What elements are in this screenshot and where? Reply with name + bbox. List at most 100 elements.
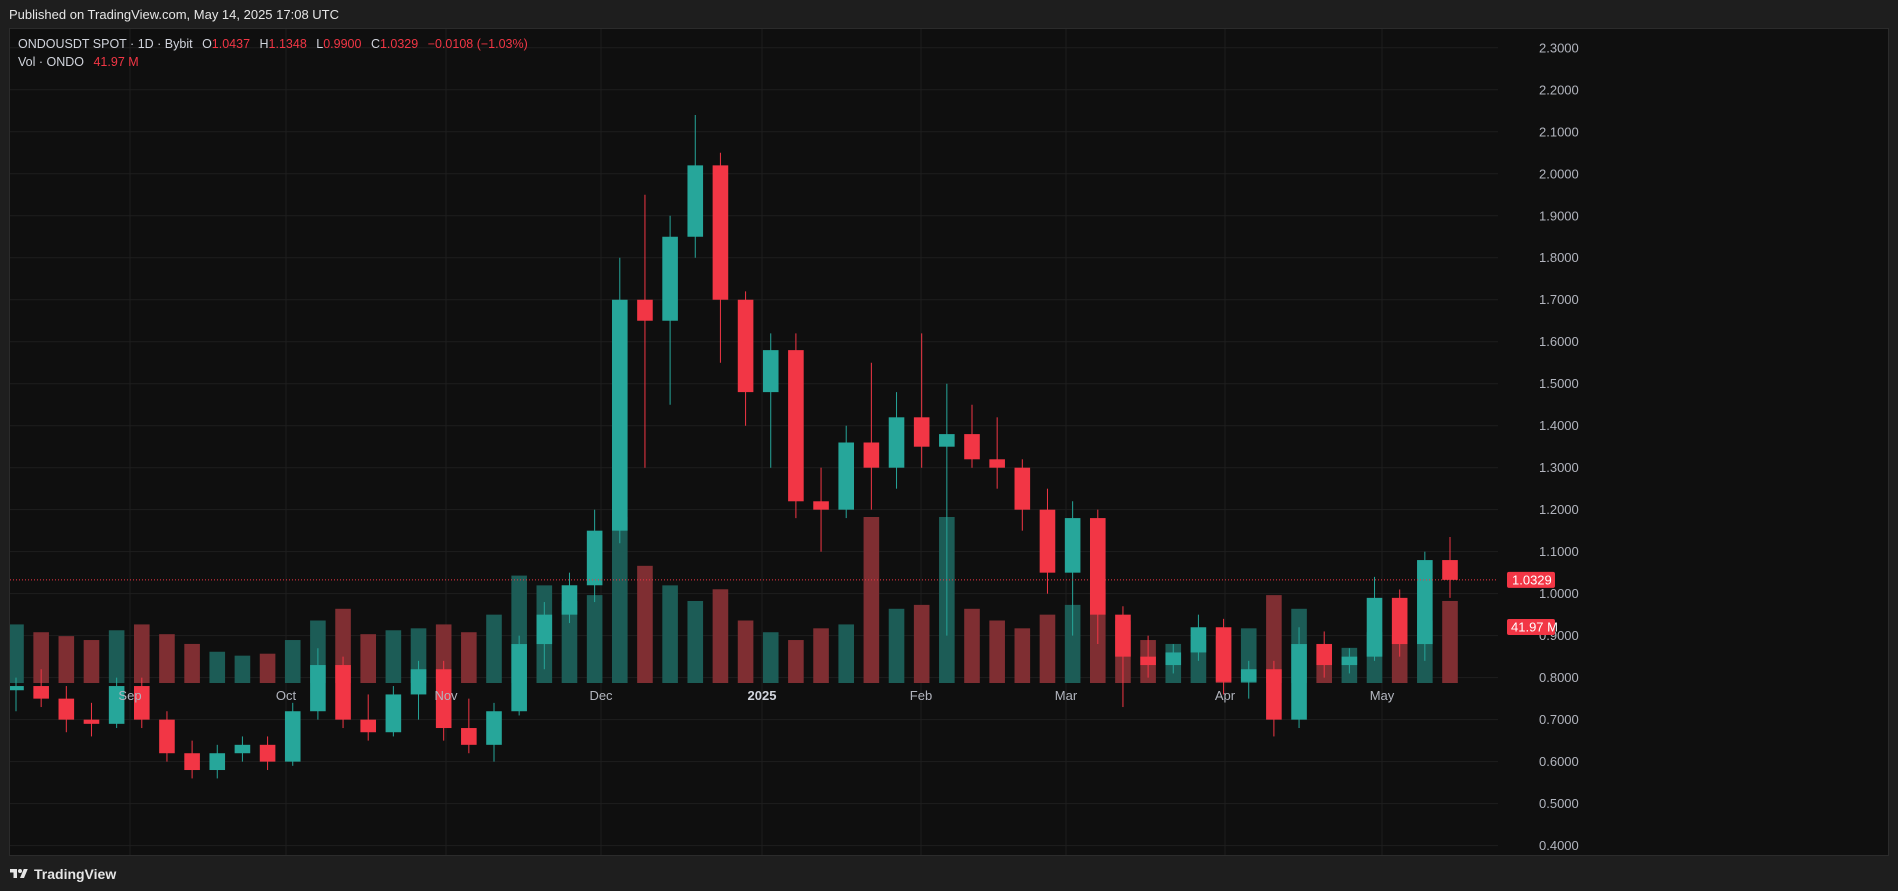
volume-bar <box>1442 600 1458 683</box>
candle-body[interactable] <box>1115 614 1131 657</box>
candle-body[interactable] <box>1391 597 1408 645</box>
price-tick-label: 2.0000 <box>1539 166 1579 181</box>
candle-body[interactable] <box>310 665 326 712</box>
candle-body[interactable] <box>586 530 603 586</box>
time-tick-label: Feb <box>910 688 932 703</box>
candle-body[interactable] <box>259 744 276 762</box>
candle-body[interactable] <box>486 711 502 745</box>
volume-bar <box>83 640 100 683</box>
volume-bar <box>611 517 628 683</box>
candle-body[interactable] <box>964 434 980 460</box>
volume-bar <box>913 604 930 683</box>
price-axis[interactable]: 0.40000.50000.60000.70000.80000.90001.00… <box>1539 40 1579 853</box>
candle-body[interactable] <box>234 744 251 754</box>
candle-body[interactable] <box>1316 644 1333 666</box>
candle-body[interactable] <box>1417 560 1433 645</box>
symbol-title[interactable]: ONDOUSDT SPOT · 1D · Bybit <box>18 37 193 51</box>
candle-body[interactable] <box>83 719 100 724</box>
candle-body[interactable] <box>662 236 678 321</box>
candle-body[interactable] <box>939 434 955 447</box>
candle-body[interactable] <box>385 694 402 733</box>
time-tick-label: Nov <box>434 688 458 703</box>
candles <box>10 114 1458 779</box>
candle-body[interactable] <box>1014 467 1031 510</box>
volume-bar <box>989 620 1005 683</box>
candle-body[interactable] <box>10 686 24 691</box>
candle-body[interactable] <box>863 442 880 468</box>
candle-body[interactable] <box>813 501 829 510</box>
candle-body[interactable] <box>209 753 226 771</box>
time-tick-label: Oct <box>276 688 297 703</box>
candle-body[interactable] <box>1039 509 1056 573</box>
time-tick-label: Mar <box>1055 688 1078 703</box>
candle-body[interactable] <box>1442 560 1458 580</box>
candle-body[interactable] <box>1366 597 1383 657</box>
candle-body[interactable] <box>159 719 175 754</box>
volume-bar <box>184 643 200 683</box>
volume-bar <box>712 589 729 683</box>
candle-body[interactable] <box>762 350 779 393</box>
candle-body[interactable] <box>335 665 351 720</box>
open-label: O <box>202 37 212 51</box>
candle-body[interactable] <box>133 686 150 720</box>
volume-bar <box>1064 604 1081 683</box>
candle-body[interactable] <box>1266 669 1282 720</box>
candle-body[interactable] <box>712 165 729 300</box>
last-volume-label: 41.97 M <box>1511 620 1558 635</box>
candlestick-chart[interactable]: 0.40000.50000.60000.70000.80000.90001.00… <box>10 29 1888 855</box>
change-value: −0.0108 (−1.03%) <box>427 37 528 51</box>
volume-bar <box>788 640 804 683</box>
candle-body[interactable] <box>913 417 930 447</box>
candle-body[interactable] <box>1240 669 1257 682</box>
price-tick-label: 0.7000 <box>1539 712 1579 727</box>
candle-body[interactable] <box>1341 656 1358 666</box>
footer-brand[interactable]: TradingView <box>9 864 116 884</box>
candle-body[interactable] <box>637 299 653 321</box>
grid-lines <box>10 29 1498 855</box>
price-tick-label: 1.4000 <box>1539 418 1579 433</box>
volume-bar <box>385 630 402 683</box>
candle-body[interactable] <box>511 644 527 712</box>
candle-body[interactable] <box>1140 656 1156 666</box>
price-tick-label: 0.6000 <box>1539 754 1579 769</box>
candle-body[interactable] <box>184 753 200 771</box>
candle-body[interactable] <box>58 698 75 720</box>
volume-label[interactable]: Vol · ONDO <box>18 55 84 69</box>
candle-body[interactable] <box>536 614 553 645</box>
candle-body[interactable] <box>838 442 855 510</box>
candle-body[interactable] <box>1165 652 1182 666</box>
high-label: H <box>259 37 269 51</box>
price-tick-label: 1.1000 <box>1539 544 1579 559</box>
candle-body[interactable] <box>461 728 477 745</box>
low-label: L <box>316 37 324 51</box>
volume-bar <box>737 620 754 683</box>
volume-bar <box>108 630 125 683</box>
candle-body[interactable] <box>1089 518 1106 615</box>
candle-body[interactable] <box>1190 627 1207 653</box>
candle-body[interactable] <box>1064 518 1081 573</box>
price-tick-label: 0.4000 <box>1539 838 1579 853</box>
price-tick-label: 2.2000 <box>1539 82 1579 97</box>
candle-body[interactable] <box>888 417 905 468</box>
volume-bar <box>813 628 829 683</box>
candle-body[interactable] <box>788 350 804 502</box>
candle-body[interactable] <box>561 585 578 615</box>
candle-body[interactable] <box>284 711 301 762</box>
candle-body[interactable] <box>1215 627 1232 682</box>
candle-body[interactable] <box>360 719 377 733</box>
candle-body[interactable] <box>687 165 704 237</box>
candle-body[interactable] <box>737 299 754 393</box>
candle-body[interactable] <box>33 686 49 699</box>
candle-body[interactable] <box>611 299 628 531</box>
candle-body[interactable] <box>989 459 1005 468</box>
candle-body[interactable] <box>435 669 452 729</box>
price-tick-label: 1.8000 <box>1539 250 1579 265</box>
volume-bar <box>1391 636 1408 683</box>
candle-body[interactable] <box>1291 644 1307 720</box>
candle-body[interactable] <box>410 669 427 695</box>
low-value: 0.9900 <box>323 37 362 51</box>
candle-body[interactable] <box>108 686 125 724</box>
time-axis[interactable]: Sep Oct Nov Dec 2025 Feb Mar Apr May <box>118 688 1394 703</box>
time-tick-label: 2025 <box>748 688 777 703</box>
high-value: 1.1348 <box>268 37 307 51</box>
